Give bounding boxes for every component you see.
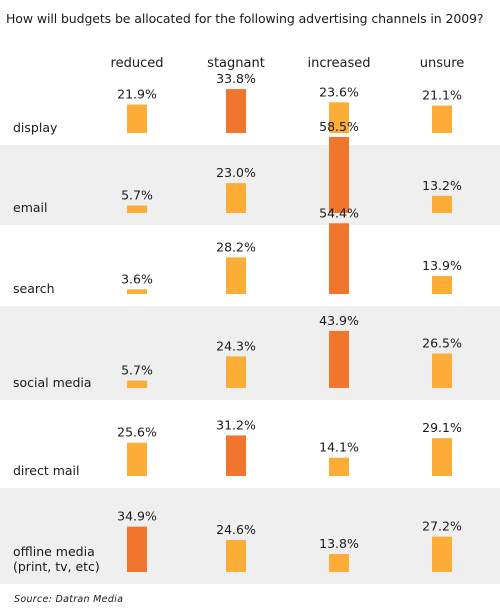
column-header-unsure: unsure — [420, 56, 465, 71]
data-label: 34.9% — [117, 509, 157, 524]
row-label: display — [13, 120, 58, 135]
data-label: 31.2% — [216, 417, 256, 432]
data-label: 54.4% — [319, 205, 359, 220]
data-label: 21.9% — [117, 87, 157, 102]
bar — [432, 353, 452, 388]
row-band — [0, 306, 500, 400]
bar — [432, 105, 452, 133]
data-label: 5.7% — [121, 188, 153, 203]
data-label: 14.1% — [319, 440, 359, 455]
bar — [432, 438, 452, 476]
bar — [226, 183, 246, 213]
data-label: 24.3% — [216, 338, 256, 353]
bar — [329, 223, 349, 294]
data-label: 27.2% — [422, 519, 462, 534]
data-label: 28.2% — [216, 239, 256, 254]
bar — [226, 89, 246, 133]
data-label: 13.2% — [422, 178, 462, 193]
bar — [329, 102, 349, 133]
data-label: 23.6% — [319, 84, 359, 99]
row-label: social media — [13, 375, 92, 390]
bar — [329, 457, 349, 476]
bar — [329, 554, 349, 572]
bar — [127, 104, 147, 133]
data-label: 33.8% — [216, 71, 256, 86]
bar — [127, 380, 147, 388]
bar — [127, 526, 147, 572]
data-label: 29.1% — [422, 420, 462, 435]
data-label: 13.8% — [319, 536, 359, 551]
data-label: 3.6% — [121, 271, 153, 286]
bar — [226, 435, 246, 476]
row-band — [0, 488, 500, 584]
bar — [226, 356, 246, 388]
bar — [432, 275, 452, 294]
bar — [127, 442, 147, 476]
data-label: 23.0% — [216, 165, 256, 180]
source-note: Source: Datran Media — [14, 594, 124, 605]
bar — [127, 289, 147, 294]
data-label: 26.5% — [422, 336, 462, 351]
row-label: search — [13, 281, 55, 296]
row-label: direct mail — [13, 463, 80, 478]
bar — [127, 205, 147, 213]
row-label: offline media — [13, 544, 95, 559]
data-label: 21.1% — [422, 88, 462, 103]
row-band — [0, 145, 500, 225]
bar — [432, 195, 452, 213]
bar — [226, 257, 246, 294]
chart-title: How will budgets be allocated for the fo… — [6, 11, 484, 26]
data-label: 25.6% — [117, 425, 157, 440]
data-label: 24.6% — [216, 522, 256, 537]
bar — [432, 536, 452, 572]
data-label: 13.9% — [422, 258, 462, 273]
column-header-increased: increased — [307, 56, 370, 71]
row-label: (print, tv, etc) — [13, 559, 100, 574]
data-label: 43.9% — [319, 313, 359, 328]
bar — [329, 330, 349, 388]
column-header-stagnant: stagnant — [207, 56, 265, 71]
bar — [226, 540, 246, 572]
data-label: 58.5% — [319, 119, 359, 134]
column-header-reduced: reduced — [111, 56, 164, 71]
data-label: 5.7% — [121, 363, 153, 378]
row-label: email — [13, 200, 47, 215]
bar — [329, 136, 349, 213]
